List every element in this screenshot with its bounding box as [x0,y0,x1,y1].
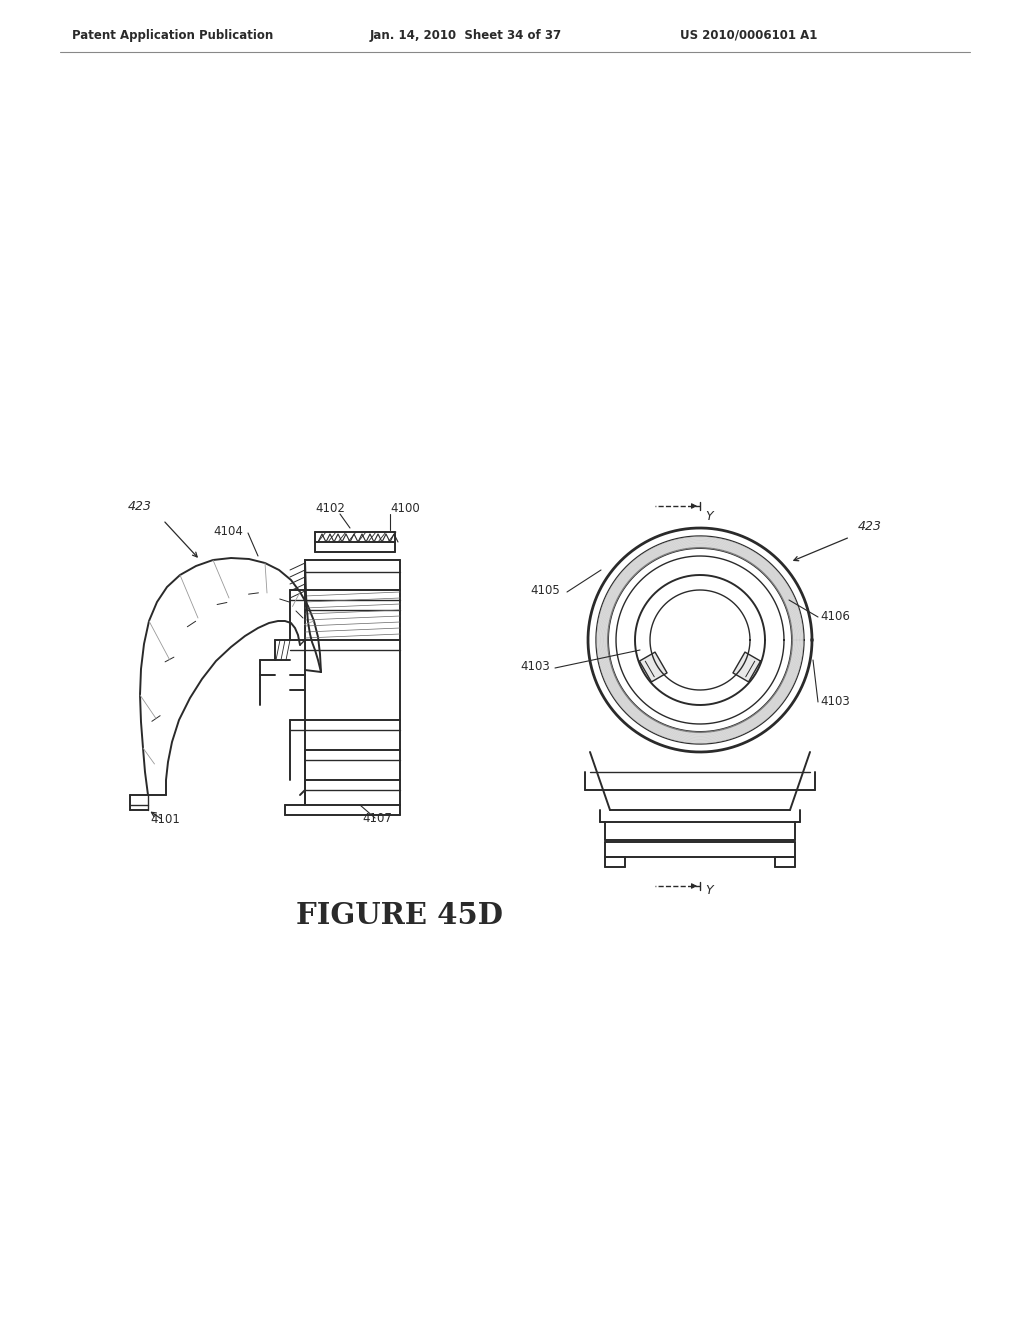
Text: Jan. 14, 2010  Sheet 34 of 37: Jan. 14, 2010 Sheet 34 of 37 [370,29,562,41]
Text: 4100: 4100 [390,502,420,515]
Text: 4103: 4103 [820,696,850,708]
Text: 4102: 4102 [315,502,345,515]
Text: 4107: 4107 [362,812,392,825]
Text: 4101: 4101 [150,813,180,826]
Text: 4104: 4104 [213,525,243,539]
Polygon shape [733,652,761,682]
Text: 423: 423 [858,520,882,533]
Text: FIGURE 45D: FIGURE 45D [297,900,504,929]
Polygon shape [639,652,667,682]
Text: 423: 423 [128,500,152,513]
Text: US 2010/0006101 A1: US 2010/0006101 A1 [680,29,817,41]
Text: Patent Application Publication: Patent Application Publication [72,29,273,41]
Text: Y: Y [705,510,713,523]
Text: 4103: 4103 [520,660,550,673]
Text: 4106: 4106 [820,610,850,623]
Text: 4105: 4105 [530,583,560,597]
Text: Y: Y [705,884,713,898]
